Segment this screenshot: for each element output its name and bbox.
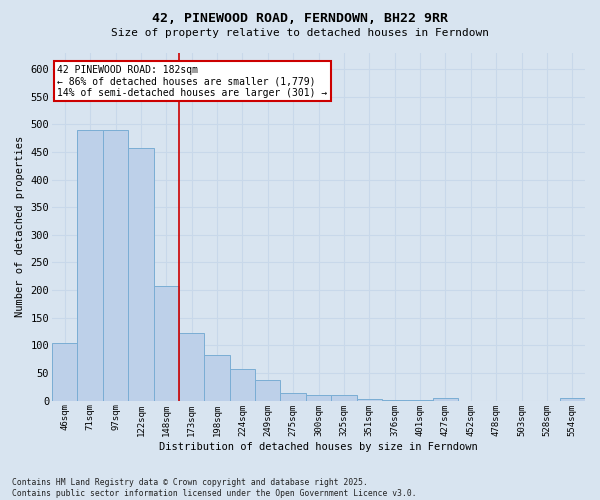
Bar [280,393,306,400]
Text: Contains HM Land Registry data © Crown copyright and database right 2025.
Contai: Contains HM Land Registry data © Crown c… [12,478,416,498]
Text: Size of property relative to detached houses in Ferndown: Size of property relative to detached ho… [111,28,489,38]
Bar [560,398,585,400]
Bar [52,342,77,400]
Bar [331,395,356,400]
Bar [103,130,128,400]
Bar [306,395,331,400]
Bar [255,380,280,400]
Bar [230,369,255,400]
Text: 42 PINEWOOD ROAD: 182sqm
← 86% of detached houses are smaller (1,779)
14% of sem: 42 PINEWOOD ROAD: 182sqm ← 86% of detach… [58,64,328,98]
Bar [179,333,205,400]
Bar [433,398,458,400]
Bar [128,148,154,401]
X-axis label: Distribution of detached houses by size in Ferndown: Distribution of detached houses by size … [159,442,478,452]
Bar [154,286,179,401]
Bar [205,355,230,401]
Bar [356,399,382,400]
Bar [77,130,103,400]
Y-axis label: Number of detached properties: Number of detached properties [15,136,25,317]
Text: 42, PINEWOOD ROAD, FERNDOWN, BH22 9RR: 42, PINEWOOD ROAD, FERNDOWN, BH22 9RR [152,12,448,26]
